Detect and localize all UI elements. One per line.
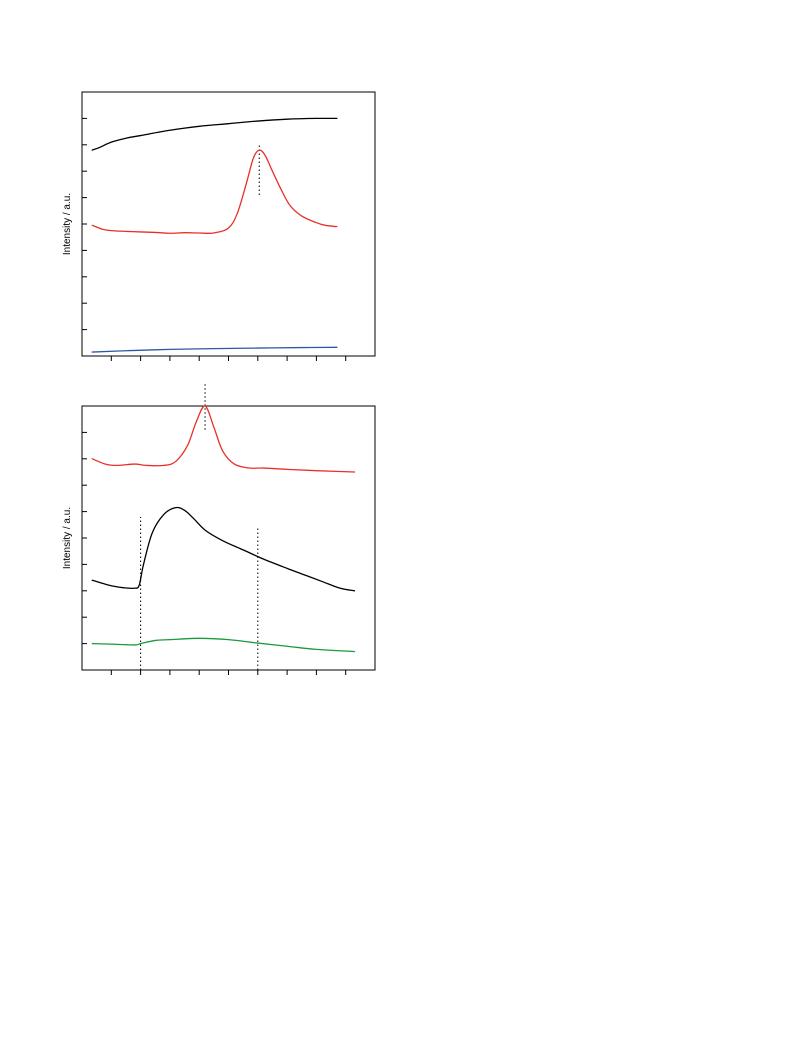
series-line-2: [91, 149, 338, 235]
series-line-2: [91, 506, 356, 592]
series-line-3: [91, 346, 338, 353]
chart-panel-bottom: Intensity / a.u.: [62, 382, 376, 675]
chart-panel-top: Intensity / a.u.: [62, 91, 376, 361]
series-line-3: [91, 637, 356, 653]
series-line-1: [91, 117, 338, 151]
y-axis-label: Intensity / a.u.: [62, 193, 73, 255]
series-line-1: [91, 405, 356, 473]
plot-frame: [81, 91, 376, 357]
y-axis-label: Intensity / a.u.: [62, 507, 73, 569]
plot-frame: [81, 405, 376, 671]
